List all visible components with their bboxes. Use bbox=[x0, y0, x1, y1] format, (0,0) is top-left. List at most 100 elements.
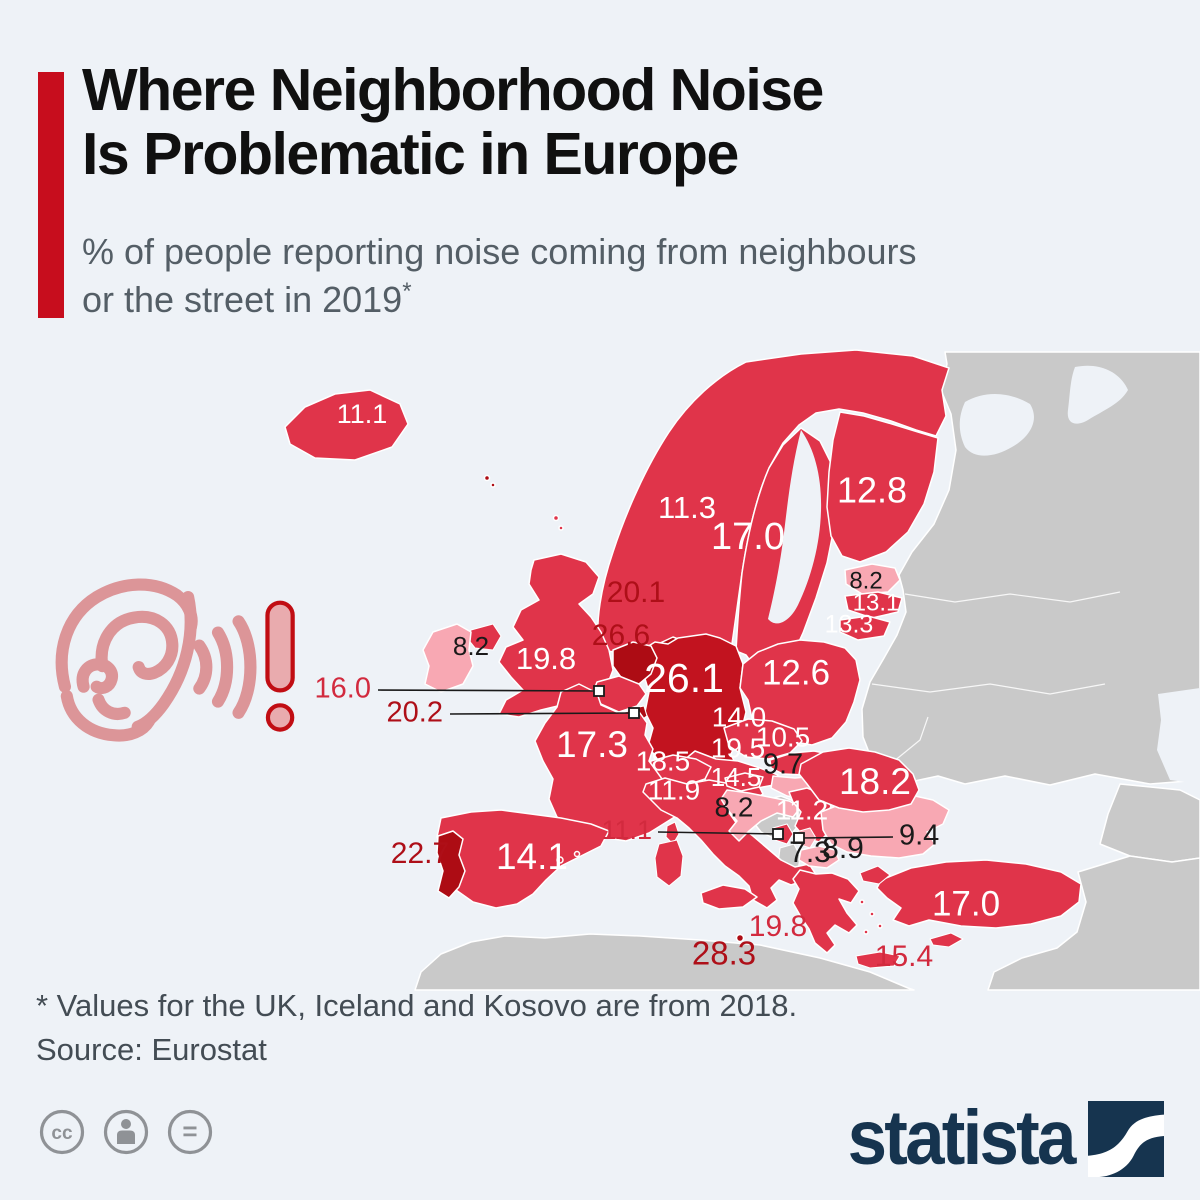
value-label-si: 14.5 bbox=[711, 762, 762, 792]
attribution-person-icon bbox=[103, 1109, 149, 1155]
country-it-sardinia bbox=[654, 839, 684, 887]
value-label-lv: 13.1 bbox=[853, 589, 900, 616]
country-fi-shape bbox=[826, 411, 939, 563]
value-label-cy: 15.4 bbox=[875, 940, 933, 973]
caspian-sea bbox=[1157, 688, 1200, 784]
aegean-dot bbox=[859, 899, 865, 905]
footnote-block: * Values for the UK, Iceland and Kosovo … bbox=[36, 984, 1136, 1072]
value-label-mt: 28.3 bbox=[692, 935, 756, 972]
sound-wave-3 bbox=[232, 615, 257, 719]
callout-marker-me bbox=[772, 828, 784, 840]
country-lt-shape bbox=[839, 615, 891, 641]
person-head bbox=[121, 1119, 131, 1129]
by-circle bbox=[103, 1109, 149, 1155]
value-label-es: 14.1 bbox=[496, 836, 568, 877]
region-middle-east-shape bbox=[987, 855, 1200, 991]
country-mt-shape bbox=[735, 933, 745, 943]
value-label-fi: 12.8 bbox=[837, 470, 907, 511]
title-line-2: Is Problematic in Europe bbox=[82, 121, 739, 188]
border-russia-belarus bbox=[904, 591, 1121, 603]
statista-logo: statista bbox=[828, 1100, 1164, 1177]
footnote-asterisk: * bbox=[402, 277, 412, 305]
value-label-gb: 19.8 bbox=[516, 641, 576, 676]
exclamation-mark-icon bbox=[265, 600, 295, 732]
callout-line-me bbox=[657, 831, 779, 835]
red-accent-bar bbox=[38, 72, 64, 318]
ear-tragus bbox=[76, 658, 118, 695]
value-label-lt: 13.3 bbox=[825, 611, 874, 639]
creative-commons-icon: cc bbox=[39, 1109, 85, 1155]
region-russia-east-shape bbox=[861, 351, 1200, 786]
country-hr-shape bbox=[720, 789, 802, 842]
value-label-bg: 8.9 bbox=[822, 832, 864, 865]
region-caucasus-shape bbox=[1099, 783, 1200, 863]
subtitle: % of people reporting noise coming from … bbox=[82, 228, 1102, 324]
value-label-it: 11.9 bbox=[648, 774, 700, 805]
footer: cc = statista bbox=[0, 1096, 1200, 1200]
balearic-dot bbox=[556, 856, 564, 864]
map-labels-layer: 11.1 11.3 17.0 12.8 8.2 13.113.3 20.1 19.8 8.2 26… bbox=[337, 399, 1000, 973]
faroe-dot-2 bbox=[490, 482, 496, 488]
value-label-hr: 8.2 bbox=[715, 791, 754, 822]
exclamation-dot bbox=[265, 703, 295, 732]
value-label-lu: 20.2 bbox=[387, 697, 443, 729]
nd-circle bbox=[167, 1109, 213, 1155]
country-ro-shape bbox=[798, 747, 920, 813]
value-label-fr: 17.3 bbox=[556, 724, 628, 765]
value-label-gr: 19.8 bbox=[749, 910, 807, 943]
person-body bbox=[117, 1130, 135, 1144]
country-gr-shape bbox=[792, 869, 860, 954]
white-sea-inlet bbox=[1067, 365, 1128, 424]
cc-glyph: cc bbox=[51, 1123, 73, 1144]
country-ie-shape bbox=[422, 623, 474, 693]
white-sea-lakes bbox=[959, 393, 1034, 456]
value-label-ro: 18.2 bbox=[839, 761, 911, 802]
source-text: Source: Eurostat bbox=[36, 1032, 267, 1068]
value-label-at: 19.5 bbox=[711, 732, 766, 763]
aegean-dot-4 bbox=[863, 929, 869, 935]
value-label-nl: 26.6 bbox=[592, 619, 650, 652]
value-label-tr: 17.0 bbox=[932, 884, 1000, 923]
faroe-dot bbox=[483, 474, 491, 482]
value-label-no: 11.3 bbox=[658, 490, 716, 525]
value-label-ie: 8.2 bbox=[453, 631, 489, 661]
border-belarus-ukraine bbox=[871, 683, 1106, 695]
value-label-sk: 10.5 bbox=[756, 721, 811, 752]
country-si-shape bbox=[724, 772, 764, 792]
sound-wave-1 bbox=[193, 639, 213, 695]
value-label-mk: 7.3 bbox=[789, 836, 831, 869]
value-label-de: 26.1 bbox=[644, 655, 724, 701]
value-label-dk: 20.1 bbox=[607, 576, 665, 609]
ear-outline-group bbox=[55, 578, 257, 742]
nd-glyph: = bbox=[182, 1116, 197, 1146]
map-svg: 16.020.211.1 9.4 11.111.317.012.88.213.11… bbox=[284, 349, 1200, 991]
country-tr-thrace bbox=[859, 865, 891, 885]
callout-line-lu bbox=[449, 712, 635, 715]
exclamation-bar bbox=[265, 600, 295, 693]
ear-lobe-curl bbox=[92, 693, 131, 720]
page-title: Where Neighborhood Noise Is Problematic … bbox=[82, 58, 1082, 187]
value-label-cz: 14.0 bbox=[712, 701, 767, 732]
shetland-dot bbox=[552, 514, 560, 522]
callout-marker-lu bbox=[628, 707, 640, 719]
balearic-dot-2 bbox=[573, 850, 581, 858]
country-cz-shape bbox=[723, 718, 803, 760]
value-label-pl: 12.6 bbox=[762, 653, 830, 692]
license-icons: cc = bbox=[38, 1108, 214, 1156]
callout-line-be bbox=[377, 689, 600, 692]
value-label-xk: 9.4 bbox=[899, 820, 939, 852]
value-label-pt: 22.7 bbox=[391, 837, 449, 870]
map-callouts-layer: 16.0 20.2 11.1 9.4 bbox=[315, 673, 940, 852]
country-pt-shape bbox=[436, 830, 466, 899]
country-tr-shape bbox=[876, 859, 1082, 929]
europe-choropleth-map: 16.0 20.2 11.1 9.4 11.1 11.3 17.0 12.8 8.2 13.1 1… bbox=[0, 332, 1200, 992]
statista-logo-mark bbox=[1088, 1100, 1164, 1177]
value-label-ch: 18.5 bbox=[636, 745, 691, 776]
ear-inner-helix bbox=[95, 610, 179, 680]
aegean-dot-2 bbox=[869, 911, 875, 917]
callout-marker-xk bbox=[793, 832, 805, 844]
cc-circle bbox=[39, 1109, 85, 1155]
title-line-1: Where Neighborhood Noise bbox=[82, 57, 824, 123]
value-label-is: 11.1 bbox=[337, 399, 388, 429]
shetland-dot-2 bbox=[558, 525, 564, 531]
